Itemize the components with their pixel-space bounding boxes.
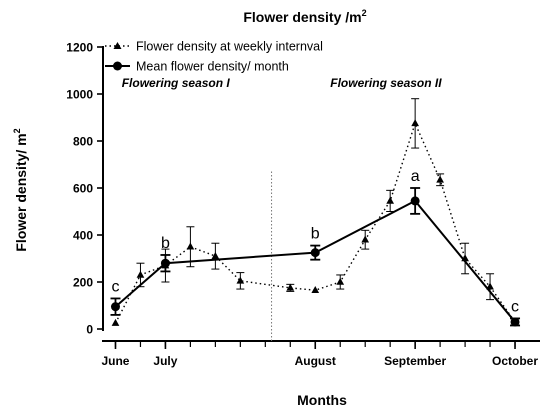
data-point: [336, 277, 345, 285]
x-tick-label: June: [101, 354, 129, 368]
data-point: [136, 270, 145, 278]
data-point: [361, 235, 370, 243]
data-point: [386, 196, 395, 204]
series-layer: c b b a c: [110, 98, 521, 327]
data-point: [436, 175, 444, 183]
significance-label: a: [411, 168, 420, 185]
x-tick-label: August: [295, 354, 336, 368]
x-axis-label: Months: [297, 392, 347, 408]
data-point: [411, 119, 419, 127]
data-point: [286, 283, 295, 291]
data-point: [410, 196, 420, 206]
significance-label: b: [311, 226, 320, 243]
y-tick-label: 1000: [66, 88, 93, 102]
significance-label: b: [161, 235, 170, 252]
x-tick-label: July: [153, 354, 177, 368]
y-tick-label: 1200: [66, 41, 93, 55]
data-point: [111, 318, 120, 326]
chart-title: Flower density /m2: [243, 8, 366, 25]
x-tick-label: October: [492, 354, 538, 368]
axes: 0 200 400 600 800 1000 1200 June July August Septe…: [66, 41, 540, 368]
data-point: [110, 302, 120, 312]
season-labels: Flowering season I Flowering season II: [122, 76, 443, 90]
y-tick-label: 400: [73, 229, 93, 243]
legend: Flower density at weekly internval Mean f…: [105, 40, 323, 74]
data-point: [486, 282, 494, 290]
legend-marker: [113, 42, 122, 49]
y-tick-label: 200: [73, 276, 93, 290]
monthly-series: c b b a c: [110, 168, 521, 327]
significance-label: c: [511, 298, 519, 315]
legend-marker: [113, 61, 122, 71]
season-label: Flowering season I: [122, 76, 231, 90]
data-point: [310, 248, 320, 258]
x-tick-label: September: [384, 354, 446, 368]
legend-label: Mean flower density/ month: [136, 60, 289, 74]
y-tick-label: 600: [73, 182, 93, 196]
weekly-series: [111, 98, 520, 326]
series-line: [114, 121, 516, 324]
data-point: [186, 242, 195, 250]
season-label: Flowering season II: [330, 76, 442, 90]
data-point: [160, 258, 170, 268]
y-axis-label: Flower density/ m2: [12, 128, 29, 251]
series-line: [114, 199, 516, 323]
data-point: [211, 251, 220, 259]
data-point: [311, 286, 320, 294]
y-tick-label: 800: [73, 135, 93, 149]
legend-label: Flower density at weekly internval: [136, 40, 323, 54]
data-point: [510, 317, 520, 327]
data-point: [236, 276, 245, 284]
y-tick-label: 0: [86, 323, 93, 337]
significance-label: c: [111, 278, 119, 295]
